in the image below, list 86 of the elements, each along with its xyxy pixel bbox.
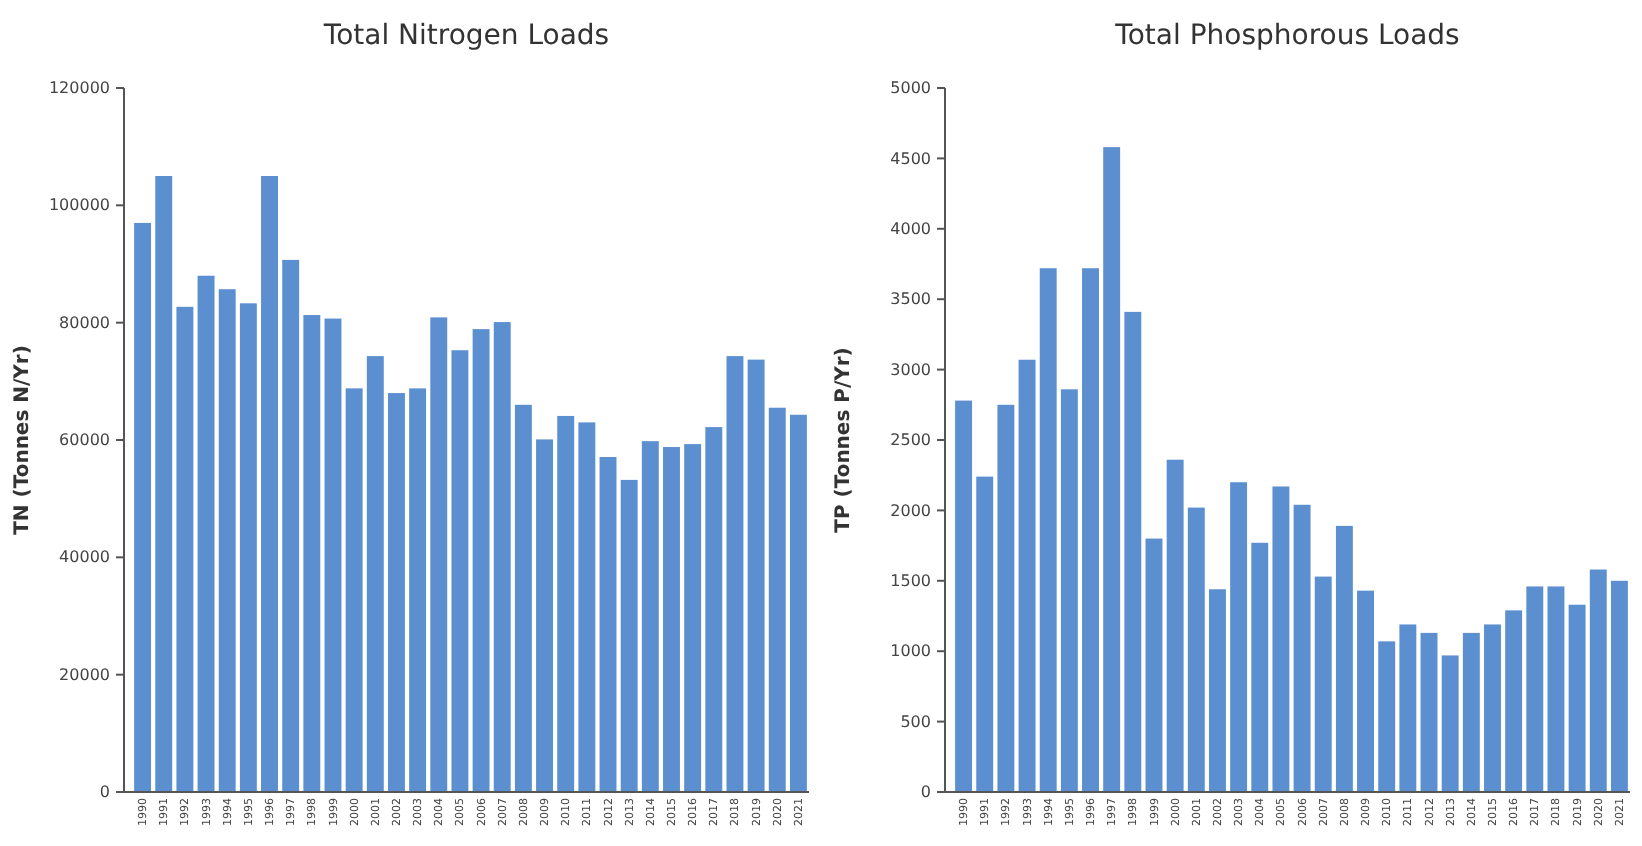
y-tick-label: 100000 — [48, 196, 110, 215]
bar — [1526, 586, 1544, 792]
y-tick-label: 500 — [900, 712, 931, 731]
bar — [324, 318, 342, 792]
bar — [430, 317, 448, 792]
y-tick-label: 5000 — [890, 79, 931, 98]
bar — [176, 306, 194, 792]
bar — [493, 322, 511, 792]
bar — [1187, 507, 1205, 792]
y-axis-title: TP (Tonnes P/Yr) — [833, 347, 855, 533]
chart-title: Total Nitrogen Loads — [321, 20, 610, 52]
bar — [1251, 542, 1269, 792]
bar — [1505, 610, 1523, 792]
bar — [282, 259, 300, 792]
bar — [536, 439, 554, 792]
bar — [1378, 641, 1396, 792]
y-tick-label: 1000 — [890, 642, 931, 661]
bar — [1420, 632, 1438, 792]
y-tick-label: 20000 — [59, 665, 110, 684]
bar — [1610, 580, 1628, 792]
y-tick-label: 120000 — [48, 79, 110, 98]
bar — [1230, 482, 1248, 792]
bar — [218, 289, 236, 792]
bar — [705, 427, 723, 792]
bar — [747, 359, 765, 792]
bar — [1272, 486, 1290, 792]
bar — [345, 388, 363, 792]
bar — [1568, 604, 1586, 792]
bar — [261, 176, 278, 792]
bar — [620, 479, 638, 792]
bar — [1399, 624, 1417, 792]
bar — [409, 388, 427, 792]
bar — [789, 414, 807, 792]
y-tick-label: 3500 — [890, 290, 931, 309]
y-tick-label: 2000 — [890, 501, 931, 520]
bar — [578, 422, 596, 792]
y-tick-label: 60000 — [59, 431, 110, 450]
y-tick-label: 40000 — [59, 548, 110, 567]
bar — [1166, 459, 1184, 792]
y-tick-label: 80000 — [59, 313, 110, 332]
bar — [1039, 268, 1057, 792]
y-tick-label: 3000 — [890, 360, 931, 379]
bar — [663, 447, 680, 792]
bar — [1145, 538, 1163, 792]
bar — [1314, 576, 1332, 792]
y-axis-title: TN (Tonnes N/Yr) — [12, 345, 34, 535]
y-tick-label: 4000 — [890, 219, 931, 238]
bar — [684, 444, 702, 792]
bar — [1103, 147, 1121, 792]
bar — [1335, 525, 1353, 792]
bar — [1208, 589, 1226, 792]
y-tick-label: 0 — [99, 783, 110, 802]
bar — [1018, 359, 1036, 792]
y-tick-label: 4500 — [890, 149, 931, 168]
bar — [955, 400, 973, 792]
chart-title: Total Phosphorous Loads — [1113, 20, 1460, 52]
bar — [1357, 590, 1375, 792]
y-tick-label: 0 — [920, 783, 931, 802]
bar — [557, 415, 575, 792]
bar — [1293, 504, 1311, 792]
bar — [1060, 389, 1078, 792]
bar — [303, 315, 321, 792]
bar — [366, 356, 384, 792]
bar — [1441, 655, 1459, 792]
bar — [155, 176, 173, 792]
bar — [514, 404, 532, 792]
bar — [768, 407, 786, 792]
bar — [1082, 268, 1099, 792]
bar — [239, 303, 257, 792]
bar — [472, 329, 490, 792]
bar — [1124, 311, 1142, 792]
bar — [726, 356, 744, 792]
bar — [197, 275, 215, 792]
bar — [997, 404, 1015, 792]
y-tick-label: 2500 — [890, 431, 931, 450]
y-tick-label: 1500 — [890, 571, 931, 590]
bar — [641, 441, 659, 792]
bar — [976, 476, 994, 792]
bar — [1484, 624, 1501, 792]
bar — [599, 457, 617, 792]
bar — [451, 350, 469, 792]
bar — [387, 393, 405, 792]
bar — [134, 222, 152, 792]
bar — [1462, 632, 1480, 792]
bar — [1589, 569, 1607, 792]
bar — [1547, 586, 1565, 792]
